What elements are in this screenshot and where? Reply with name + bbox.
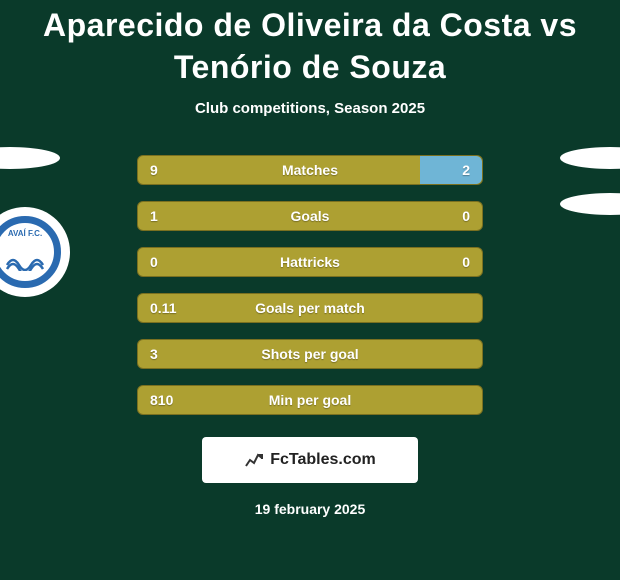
stat-value-left: 3 — [150, 346, 158, 362]
stat-value-left: 810 — [150, 392, 173, 408]
stat-value-right: 0 — [462, 254, 470, 270]
comparison-card: Aparecido de Oliveira da Costa vs Tenóri… — [0, 0, 620, 580]
footer-text: FcTables.com — [270, 451, 376, 469]
stat-bar: 0.11 Goals per match — [137, 293, 483, 323]
stat-value-left: 9 — [150, 162, 158, 178]
stat-bar: 1 Goals 0 — [137, 201, 483, 231]
stat-bar: 0 Hattricks 0 — [137, 247, 483, 277]
stat-label: Hattricks — [280, 254, 340, 270]
stat-label: Min per goal — [269, 392, 351, 408]
page-title: Aparecido de Oliveira da Costa vs Tenóri… — [10, 5, 610, 88]
stat-bar: 810 Min per goal — [137, 385, 483, 415]
subtitle: Club competitions, Season 2025 — [195, 100, 425, 117]
stat-label: Shots per goal — [261, 346, 358, 362]
stat-value-left: 0 — [150, 254, 158, 270]
stat-label: Matches — [282, 162, 338, 178]
footer-attribution: FcTables.com — [202, 437, 418, 483]
stat-value-right: 0 — [462, 208, 470, 224]
stat-value-left: 0.11 — [150, 300, 176, 316]
stat-row: 0.11 Goals per match — [10, 285, 610, 331]
stat-bar: 9 Matches 2 — [137, 155, 483, 185]
stat-row: 0 Hattricks 0 — [10, 239, 610, 285]
stat-row: 810 Min per goal — [10, 377, 610, 423]
date-label: 19 february 2025 — [255, 501, 366, 517]
stat-value-right: 2 — [462, 162, 470, 178]
stat-row: 1 Goals 0 — [10, 193, 610, 239]
stat-row: 3 Shots per goal — [10, 331, 610, 377]
stat-bar: 3 Shots per goal — [137, 339, 483, 369]
stats-area: AVAÍ F.C. 9Matches21Goals00Hattricks00.1… — [10, 147, 610, 423]
stat-value-left: 1 — [150, 208, 158, 224]
stat-label: Goals — [291, 208, 330, 224]
stat-label: Goals per match — [255, 300, 365, 316]
stat-bar-right-fill — [420, 156, 482, 184]
stat-row: 9 Matches 2 — [10, 147, 610, 193]
fctables-logo-icon — [244, 450, 264, 470]
